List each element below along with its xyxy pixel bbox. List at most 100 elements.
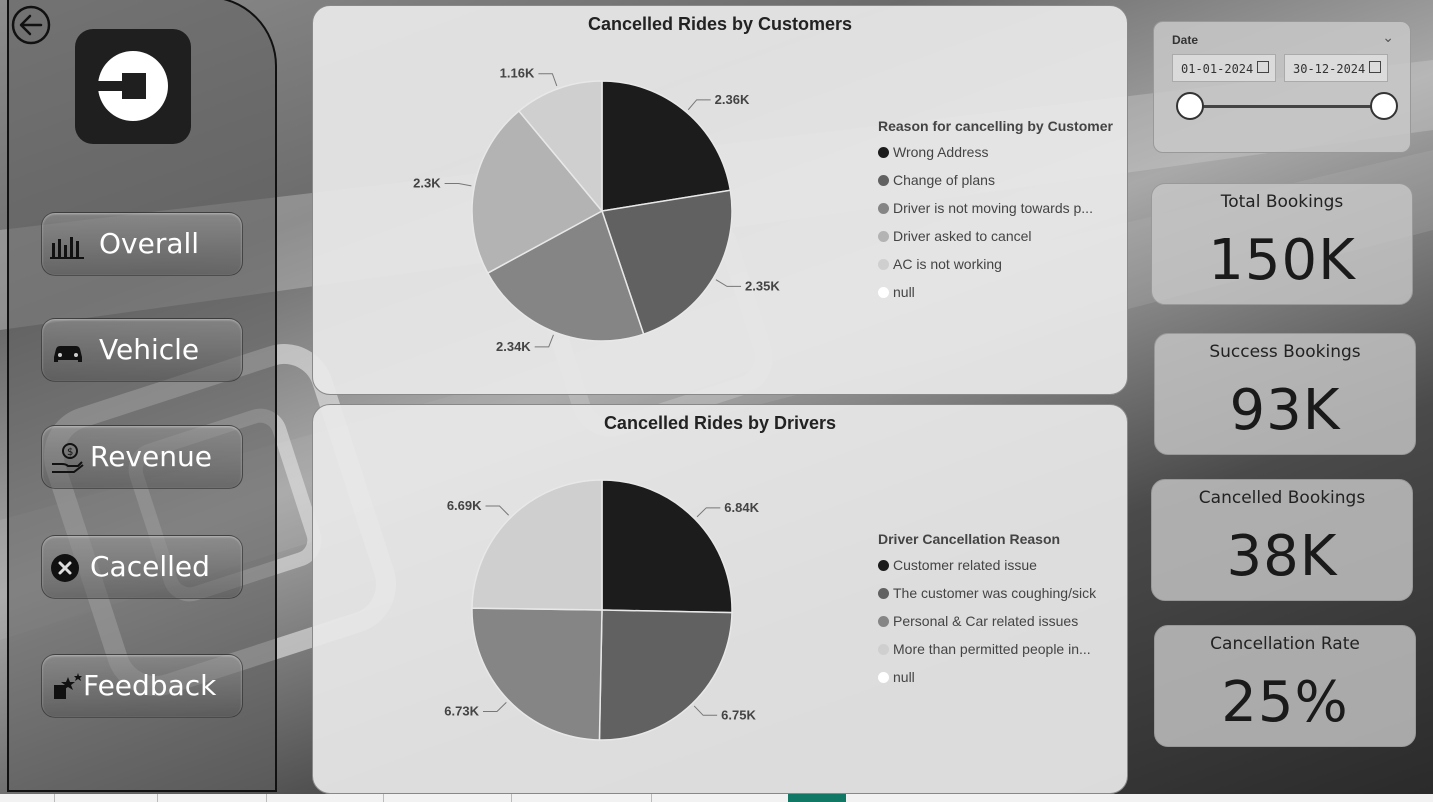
legend-item[interactable]: Wrong Address: [878, 138, 1113, 166]
data-label: 2.3K: [413, 175, 441, 190]
nav-vehicle-label: Vehicle: [99, 333, 200, 366]
range-end-handle[interactable]: [1370, 92, 1398, 120]
stars-feedback-icon: [54, 673, 82, 699]
legend-item[interactable]: Driver asked to cancel: [878, 222, 1113, 250]
driver-pie-chart[interactable]: 6.84K 6.75K 6.73K 6.69K: [313, 405, 1129, 795]
data-label: 6.69K: [447, 498, 482, 513]
data-label: 6.84K: [724, 500, 759, 515]
driver-chart-title: Cancelled Rides by Drivers: [603, 413, 837, 433]
date-range-track[interactable]: [1189, 105, 1384, 108]
nav-revenue-button[interactable]: $ Revenue: [41, 425, 243, 489]
calendar-icon[interactable]: [1369, 61, 1381, 73]
legend-label: Driver asked to cancel: [893, 228, 1032, 244]
legend-label: null: [893, 284, 915, 300]
pie-slice[interactable]: [517, 80, 603, 214]
kpi-value: 38K: [1226, 524, 1338, 589]
nav-cancelled-label: Cacelled: [90, 550, 210, 583]
pie-slice[interactable]: [471, 607, 603, 741]
leader-line: [485, 505, 509, 516]
success-bookings-card: Success Bookings 93K: [1154, 333, 1416, 455]
legend-item[interactable]: Driver is not moving towards p...: [878, 194, 1113, 222]
legend-item[interactable]: Personal & Car related issues: [878, 607, 1096, 635]
pie-slice[interactable]: [471, 479, 603, 611]
svg-text:$: $: [67, 447, 73, 458]
legend-label: The customer was coughing/sick: [893, 585, 1097, 601]
nav-overall-button[interactable]: Overall: [41, 212, 243, 276]
cancel-circle-icon: [51, 554, 79, 582]
kpi-value: 93K: [1229, 378, 1341, 443]
leader-line: [534, 334, 554, 348]
tab-divider: [651, 794, 652, 802]
total-bookings-card: Total Bookings 150K: [1151, 183, 1413, 305]
legend-dot: [878, 643, 889, 655]
start-date-input[interactable]: 01-01-2024: [1172, 54, 1276, 82]
legend-label: Wrong Address: [893, 144, 989, 160]
leader-line: [483, 702, 507, 712]
chevron-down-icon[interactable]: ⌄: [1382, 30, 1394, 46]
calendar-icon[interactable]: [1257, 61, 1269, 73]
back-arrow-icon[interactable]: [11, 5, 51, 45]
nav-overall-label: Overall: [99, 227, 200, 260]
tab-divider: [54, 794, 55, 802]
legend-dot: [878, 587, 889, 599]
nav-cancelled-button[interactable]: Cacelled: [41, 535, 243, 599]
tab-divider: [383, 794, 384, 802]
legend-item[interactable]: Customer related issue: [878, 551, 1096, 579]
data-label: 6.73K: [444, 703, 479, 718]
range-start-handle[interactable]: [1176, 92, 1204, 120]
legend-item[interactable]: More than permitted people in...: [878, 635, 1096, 663]
kpi-value: 150K: [1208, 228, 1356, 293]
pie-slice[interactable]: [601, 80, 732, 212]
cancelled-bookings-card: Cancelled Bookings 38K: [1151, 479, 1413, 601]
driver-cancellation-panel: Cancelled Rides by Drivers 6.84K 6.75K 6.7…: [312, 404, 1128, 794]
leader-line: [538, 73, 558, 87]
pie-slice[interactable]: [486, 209, 645, 342]
kpi-title: Cancelled Bookings: [1198, 488, 1366, 508]
nav-feedback-button[interactable]: Feedback: [41, 654, 243, 718]
active-page-tab[interactable]: [788, 794, 846, 802]
start-date-value: 01-01-2024: [1181, 62, 1254, 76]
leader-line: [444, 182, 472, 187]
legend-dot: [878, 230, 889, 242]
tab-divider: [157, 794, 158, 802]
customer-legend: Reason for cancelling by Customer Wrong …: [878, 118, 1113, 306]
kpi-title: Success Bookings: [1209, 342, 1361, 362]
kpi-title: Cancellation Rate: [1210, 634, 1360, 654]
end-date-input[interactable]: 30-12-2024: [1284, 54, 1388, 82]
legend-dot: [878, 174, 889, 186]
legend-label: null: [893, 669, 915, 685]
legend-item[interactable]: null: [878, 663, 1096, 691]
date-slicer-title: Date: [1172, 33, 1199, 47]
pie-slice[interactable]: [598, 609, 733, 741]
money-hand-icon: $: [52, 443, 84, 473]
legend-label: Customer related issue: [893, 557, 1037, 573]
date-slicer: Date ⌄ 01-01-2024 30-12-2024: [1153, 21, 1411, 153]
pie-slice[interactable]: [601, 479, 733, 614]
leader-line: [693, 705, 718, 716]
legend-dot: [878, 559, 889, 571]
data-label: 6.75K: [721, 707, 756, 722]
leader-line: [687, 99, 711, 111]
driver-legend: Driver Cancellation Reason Customer rela…: [878, 531, 1096, 691]
driver-legend-title: Driver Cancellation Reason: [878, 531, 1061, 547]
legend-item[interactable]: null: [878, 278, 1113, 306]
kpi-value: 25%: [1221, 670, 1349, 735]
leader-line: [696, 507, 721, 518]
customer-cancellation-panel: Cancelled Rides by Customers 2.36K 2.35K 2…: [312, 5, 1128, 395]
leader-line: [715, 279, 742, 287]
legend-item[interactable]: Change of plans: [878, 166, 1113, 194]
tab-divider: [266, 794, 267, 802]
tab-divider: [511, 794, 512, 802]
pie-slice[interactable]: [471, 109, 604, 275]
pie-slice[interactable]: [601, 189, 733, 336]
legend-item[interactable]: AC is not working: [878, 250, 1113, 278]
data-label: 2.34K: [496, 339, 531, 354]
nav-revenue-label: Revenue: [90, 440, 212, 473]
page-tabs-strip: [0, 794, 1433, 802]
legend-label: Change of plans: [893, 172, 995, 188]
bar-chart-icon: [50, 237, 84, 259]
legend-item[interactable]: The customer was coughing/sick: [878, 579, 1096, 607]
nav-vehicle-button[interactable]: Vehicle: [41, 318, 243, 382]
legend-label: Driver is not moving towards p...: [893, 200, 1093, 216]
customer-pie-chart[interactable]: 2.36K 2.35K 2.34K 2.3K 1.16K: [313, 6, 1129, 396]
